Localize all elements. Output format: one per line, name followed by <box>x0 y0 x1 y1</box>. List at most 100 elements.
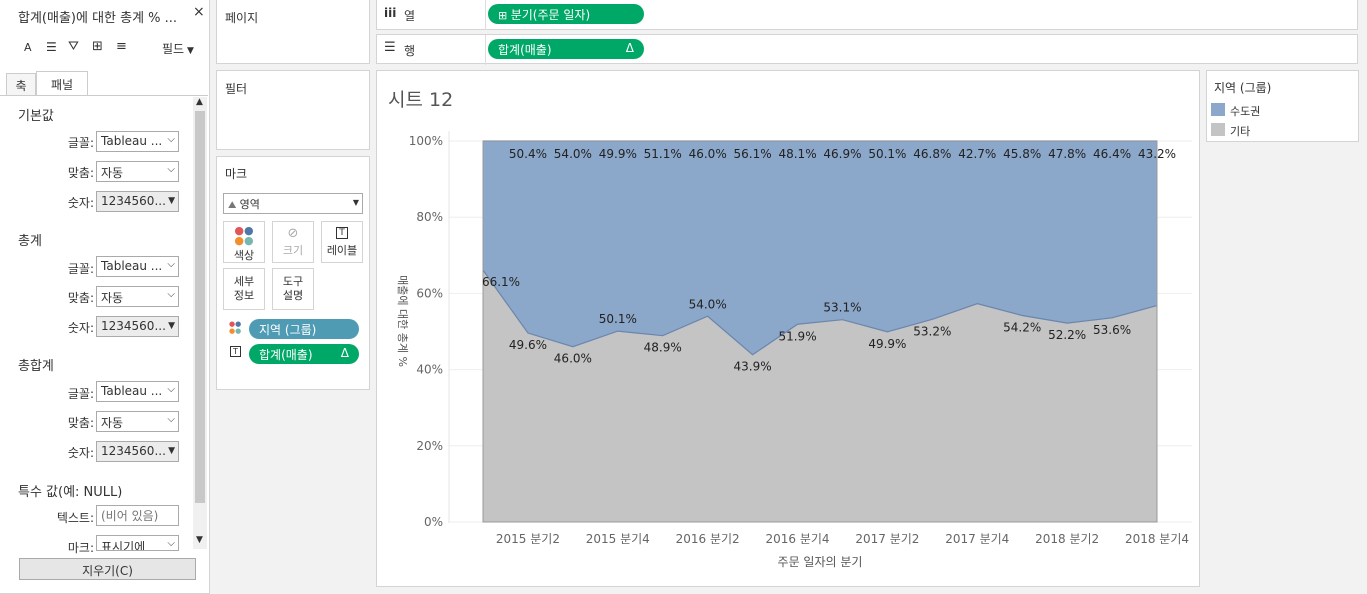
font-select[interactable]: Tableau ... ⌵ <box>96 256 179 277</box>
scroll-thumb[interactable] <box>195 111 205 503</box>
x-tick-label: 2015 분기4 <box>586 532 650 546</box>
font-select[interactable]: Tableau ... ⌵ <box>96 381 179 402</box>
chevron-down-icon: ⌵ <box>167 384 175 395</box>
align-icon[interactable]: ☰ <box>46 40 57 54</box>
tooltip-button[interactable]: 도구 설명 <box>272 268 314 310</box>
data-label-other: 50.1% <box>599 312 637 326</box>
y-tick-label: 20% <box>416 439 443 453</box>
data-label-other: 48.9% <box>644 341 682 355</box>
align-select[interactable]: 자동 ⌵ <box>96 161 179 182</box>
format-pane-title: 합계(매출)에 대한 총계 % ... <box>18 11 178 26</box>
data-label-metro: 47.8% <box>1048 147 1086 161</box>
mark-select[interactable]: 표시기에 ⌵ <box>96 535 179 551</box>
area-metro <box>483 141 1157 355</box>
number-select[interactable]: 1234560... ▼ <box>96 316 179 337</box>
font-label: 글꼴: <box>67 262 94 276</box>
region-group-pill[interactable]: 지역 (그룹) <box>249 319 359 339</box>
scroll-up-icon[interactable]: ▲ <box>196 97 203 107</box>
quarter-order-date-pill[interactable]: ⊞ 분기(주문 일자) <box>488 4 644 24</box>
sales-sum-rows-pill[interactable]: 합계(매출) Δ <box>488 39 644 59</box>
y-tick-label: 40% <box>416 363 443 377</box>
boundary-line <box>482 269 1158 356</box>
detail-button[interactable]: 세부 정보 <box>223 268 265 310</box>
align-select[interactable]: 자동 ⌵ <box>96 286 179 307</box>
font-label: 글꼴: <box>67 136 94 150</box>
legend-item-other[interactable]: 기타 <box>1230 125 1251 138</box>
data-label-other: 54.0% <box>689 297 727 311</box>
borders-icon[interactable]: ⊞ <box>92 39 103 54</box>
x-tick-label: 2018 분기2 <box>1035 532 1099 546</box>
filters-shelf[interactable]: 필터 <box>216 70 370 150</box>
pages-shelf[interactable]: 페이지 <box>216 0 370 64</box>
chevron-down-icon: ⌵ <box>167 414 175 425</box>
data-label-metro: 51.1% <box>644 147 682 161</box>
columns-shelf[interactable]: iii 열 ⊞ 분기(주문 일자) <box>376 0 1358 30</box>
scrollbar[interactable]: ▲ ▼ <box>193 97 207 549</box>
marks-title: 마크 <box>225 167 248 181</box>
legend-item-metro[interactable]: 수도권 <box>1230 105 1261 118</box>
caret-down-icon: ▼ <box>352 198 359 207</box>
data-label-other: 43.9% <box>734 360 772 374</box>
shading-icon[interactable]: ⛛ <box>68 39 79 54</box>
align-select[interactable]: 자동 ⌵ <box>96 411 179 432</box>
clear-button[interactable]: 지우기(C) <box>19 558 196 580</box>
data-label-metro: 54.0% <box>554 147 592 161</box>
text-label: 텍스트: <box>56 511 94 525</box>
sales-sum-pill[interactable]: 합계(매출) Δ <box>249 344 359 364</box>
close-icon[interactable]: × <box>193 4 205 20</box>
y-axis-title: 매출에 대한 총계 % <box>396 275 409 367</box>
data-label-metro: 45.8% <box>1003 147 1041 161</box>
color-button[interactable]: ●● ●● 색상 <box>223 221 265 263</box>
expand-icon: ⊞ <box>498 9 511 22</box>
columns-label: 열 <box>404 9 416 23</box>
field-menu[interactable]: 필드 ▼ <box>162 42 194 56</box>
label-button[interactable]: T 레이블 <box>321 221 363 263</box>
mark-label: 마크: <box>67 541 94 555</box>
lines-icon[interactable]: ≡ <box>116 39 127 54</box>
legend-card: 지역 (그룹) 수도권 기타 <box>1206 70 1359 142</box>
number-label: 숫자: <box>67 446 94 460</box>
data-label-metro: 50.1% <box>868 147 906 161</box>
data-label-metro: 46.4% <box>1093 147 1131 161</box>
tab-axis[interactable]: 축 <box>6 73 36 95</box>
x-axis-title: 주문 일자의 분기 <box>778 555 863 569</box>
filters-title: 필터 <box>225 82 248 96</box>
x-tick-label: 2016 분기4 <box>765 532 829 546</box>
align-label: 맞춤: <box>67 291 94 305</box>
data-label-other: 53.1% <box>823 301 861 315</box>
font-select[interactable]: Tableau ... ⌵ <box>96 131 179 152</box>
number-select[interactable]: 1234560... ▼ <box>96 441 179 462</box>
y-tick-label: 100% <box>409 134 443 148</box>
scroll-down-icon[interactable]: ▼ <box>196 535 203 545</box>
data-label-metro: 46.9% <box>823 147 861 161</box>
chevron-down-icon: ⌵ <box>167 134 175 145</box>
legend-swatch-metro <box>1211 103 1225 116</box>
delta-icon: Δ <box>625 41 634 55</box>
font-label: 글꼴: <box>67 387 94 401</box>
mark-type-select[interactable]: ⛰ 영역 ▼ <box>223 193 363 214</box>
x-tick-label: 2018 분기4 <box>1125 532 1189 546</box>
rows-shelf[interactable]: ☰ 행 합계(매출) Δ <box>376 34 1358 65</box>
columns-icon: iii <box>384 6 397 20</box>
x-tick-label: 2016 분기2 <box>676 532 740 546</box>
number-label: 숫자: <box>67 321 94 335</box>
size-button[interactable]: ⊘ 크기 <box>272 221 314 263</box>
y-tick-label: 80% <box>416 210 443 224</box>
number-select[interactable]: 1234560... ▼ <box>96 191 179 212</box>
chevron-down-icon: ⌵ <box>167 259 175 270</box>
area-chart-icon: ⛰ <box>228 200 240 211</box>
data-label-metro: 50.4% <box>509 147 547 161</box>
chevron-down-icon: ⌵ <box>167 164 175 175</box>
special-text-input[interactable] <box>96 505 179 526</box>
tab-pane[interactable]: 패널 <box>36 71 88 96</box>
data-label-metro: 46.8% <box>913 147 951 161</box>
color-pill-icon: ●● ●● <box>229 320 242 335</box>
color-label: 색상 <box>233 249 255 262</box>
font-icon[interactable]: A <box>24 41 32 54</box>
sheet-title: 시트 12 <box>388 89 454 111</box>
caret-down-icon: ▼ <box>184 46 194 56</box>
shelf-divider <box>485 35 486 65</box>
marks-card: 마크 ⛰ 영역 ▼ ●● ●● 색상 ⊘ 크기 T 레이블 세부 정보 도구 설명 … <box>216 156 370 390</box>
size-label: 크기 <box>282 244 304 257</box>
align-label: 맞춤: <box>67 166 94 180</box>
